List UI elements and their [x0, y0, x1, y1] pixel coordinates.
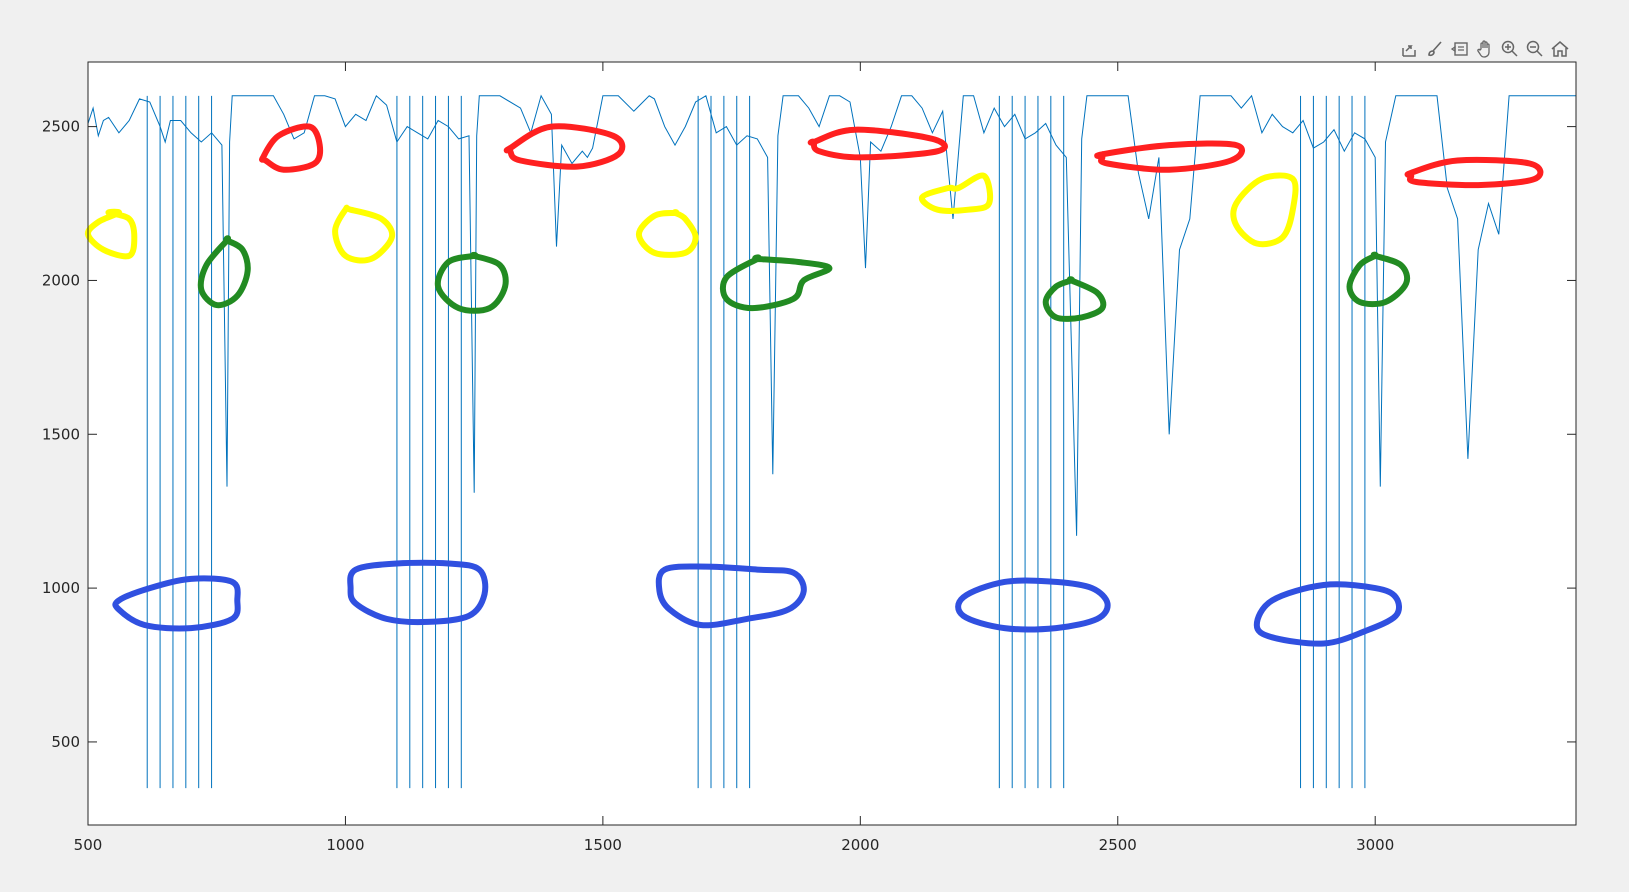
blue-annotation-loop: [112, 575, 241, 632]
data-layer: [87, 94, 1576, 789]
blue-annotation-loop: [955, 577, 1111, 633]
green-annotation-loop: [1346, 251, 1411, 308]
yellow-annotation-loop: [1230, 172, 1299, 248]
home-button[interactable]: [1548, 37, 1571, 61]
x-tick-label: 1500: [584, 836, 622, 854]
export-icon: [1401, 45, 1416, 57]
green-annotation-loop: [1042, 276, 1107, 322]
yellow-annotation-loop: [84, 208, 138, 260]
brush-button[interactable]: [1423, 37, 1446, 61]
y-tick-label: 1500: [42, 425, 80, 443]
y-tick-label: 500: [51, 733, 80, 751]
yellow-annotation-loop: [635, 209, 699, 258]
datatips-icon: [1450, 42, 1468, 56]
zoom-out-button[interactable]: [1523, 37, 1546, 61]
datatips-button[interactable]: [1448, 37, 1471, 61]
red-annotation-loop: [1094, 140, 1245, 173]
brush-icon: [1427, 41, 1442, 57]
annotation-layer: [84, 123, 1544, 647]
green-annotation-loop: [434, 251, 509, 314]
zoom-in-button[interactable]: [1498, 37, 1521, 61]
blue-annotation-loop: [655, 563, 807, 629]
blue-annotation-loop: [1253, 581, 1402, 647]
green-annotation-loop: [719, 254, 833, 312]
x-tick-label: 1000: [326, 836, 364, 854]
pan-icon: [1476, 40, 1490, 58]
pan-button[interactable]: [1473, 37, 1496, 61]
x-tick-label: 3000: [1356, 836, 1394, 854]
axes-toolbar: [1398, 36, 1571, 62]
export-button[interactable]: [1398, 37, 1421, 61]
plot-area[interactable]: [88, 62, 1576, 825]
x-tick-label: 2000: [841, 836, 879, 854]
home-icon: [1551, 41, 1568, 57]
axes-box: [87, 61, 1577, 826]
zoom-in-icon: [1501, 40, 1518, 57]
red-annotation-loop: [807, 126, 948, 161]
red-annotation-loop: [503, 123, 626, 170]
x-tick-label: 500: [74, 836, 103, 854]
y-axis: 500 1000 1500 2000 2500: [42, 118, 1576, 751]
yellow-annotation-loop: [918, 172, 994, 214]
blue-annotation-loop: [347, 559, 489, 626]
y-tick-label: 2000: [42, 271, 80, 289]
red-annotation-loop: [1404, 156, 1544, 189]
red-annotation-loop: [259, 123, 324, 173]
series-line: [87, 94, 1576, 536]
green-annotation-loop: [197, 235, 251, 309]
y-tick-label: 2500: [42, 118, 80, 136]
y-tick-label: 1000: [42, 579, 80, 597]
yellow-annotation-loop: [332, 204, 396, 264]
x-axis: 500 1000 1500 2000 2500 3000: [74, 62, 1394, 854]
x-tick-label: 2500: [1099, 836, 1137, 854]
zoom-out-icon: [1526, 40, 1543, 57]
